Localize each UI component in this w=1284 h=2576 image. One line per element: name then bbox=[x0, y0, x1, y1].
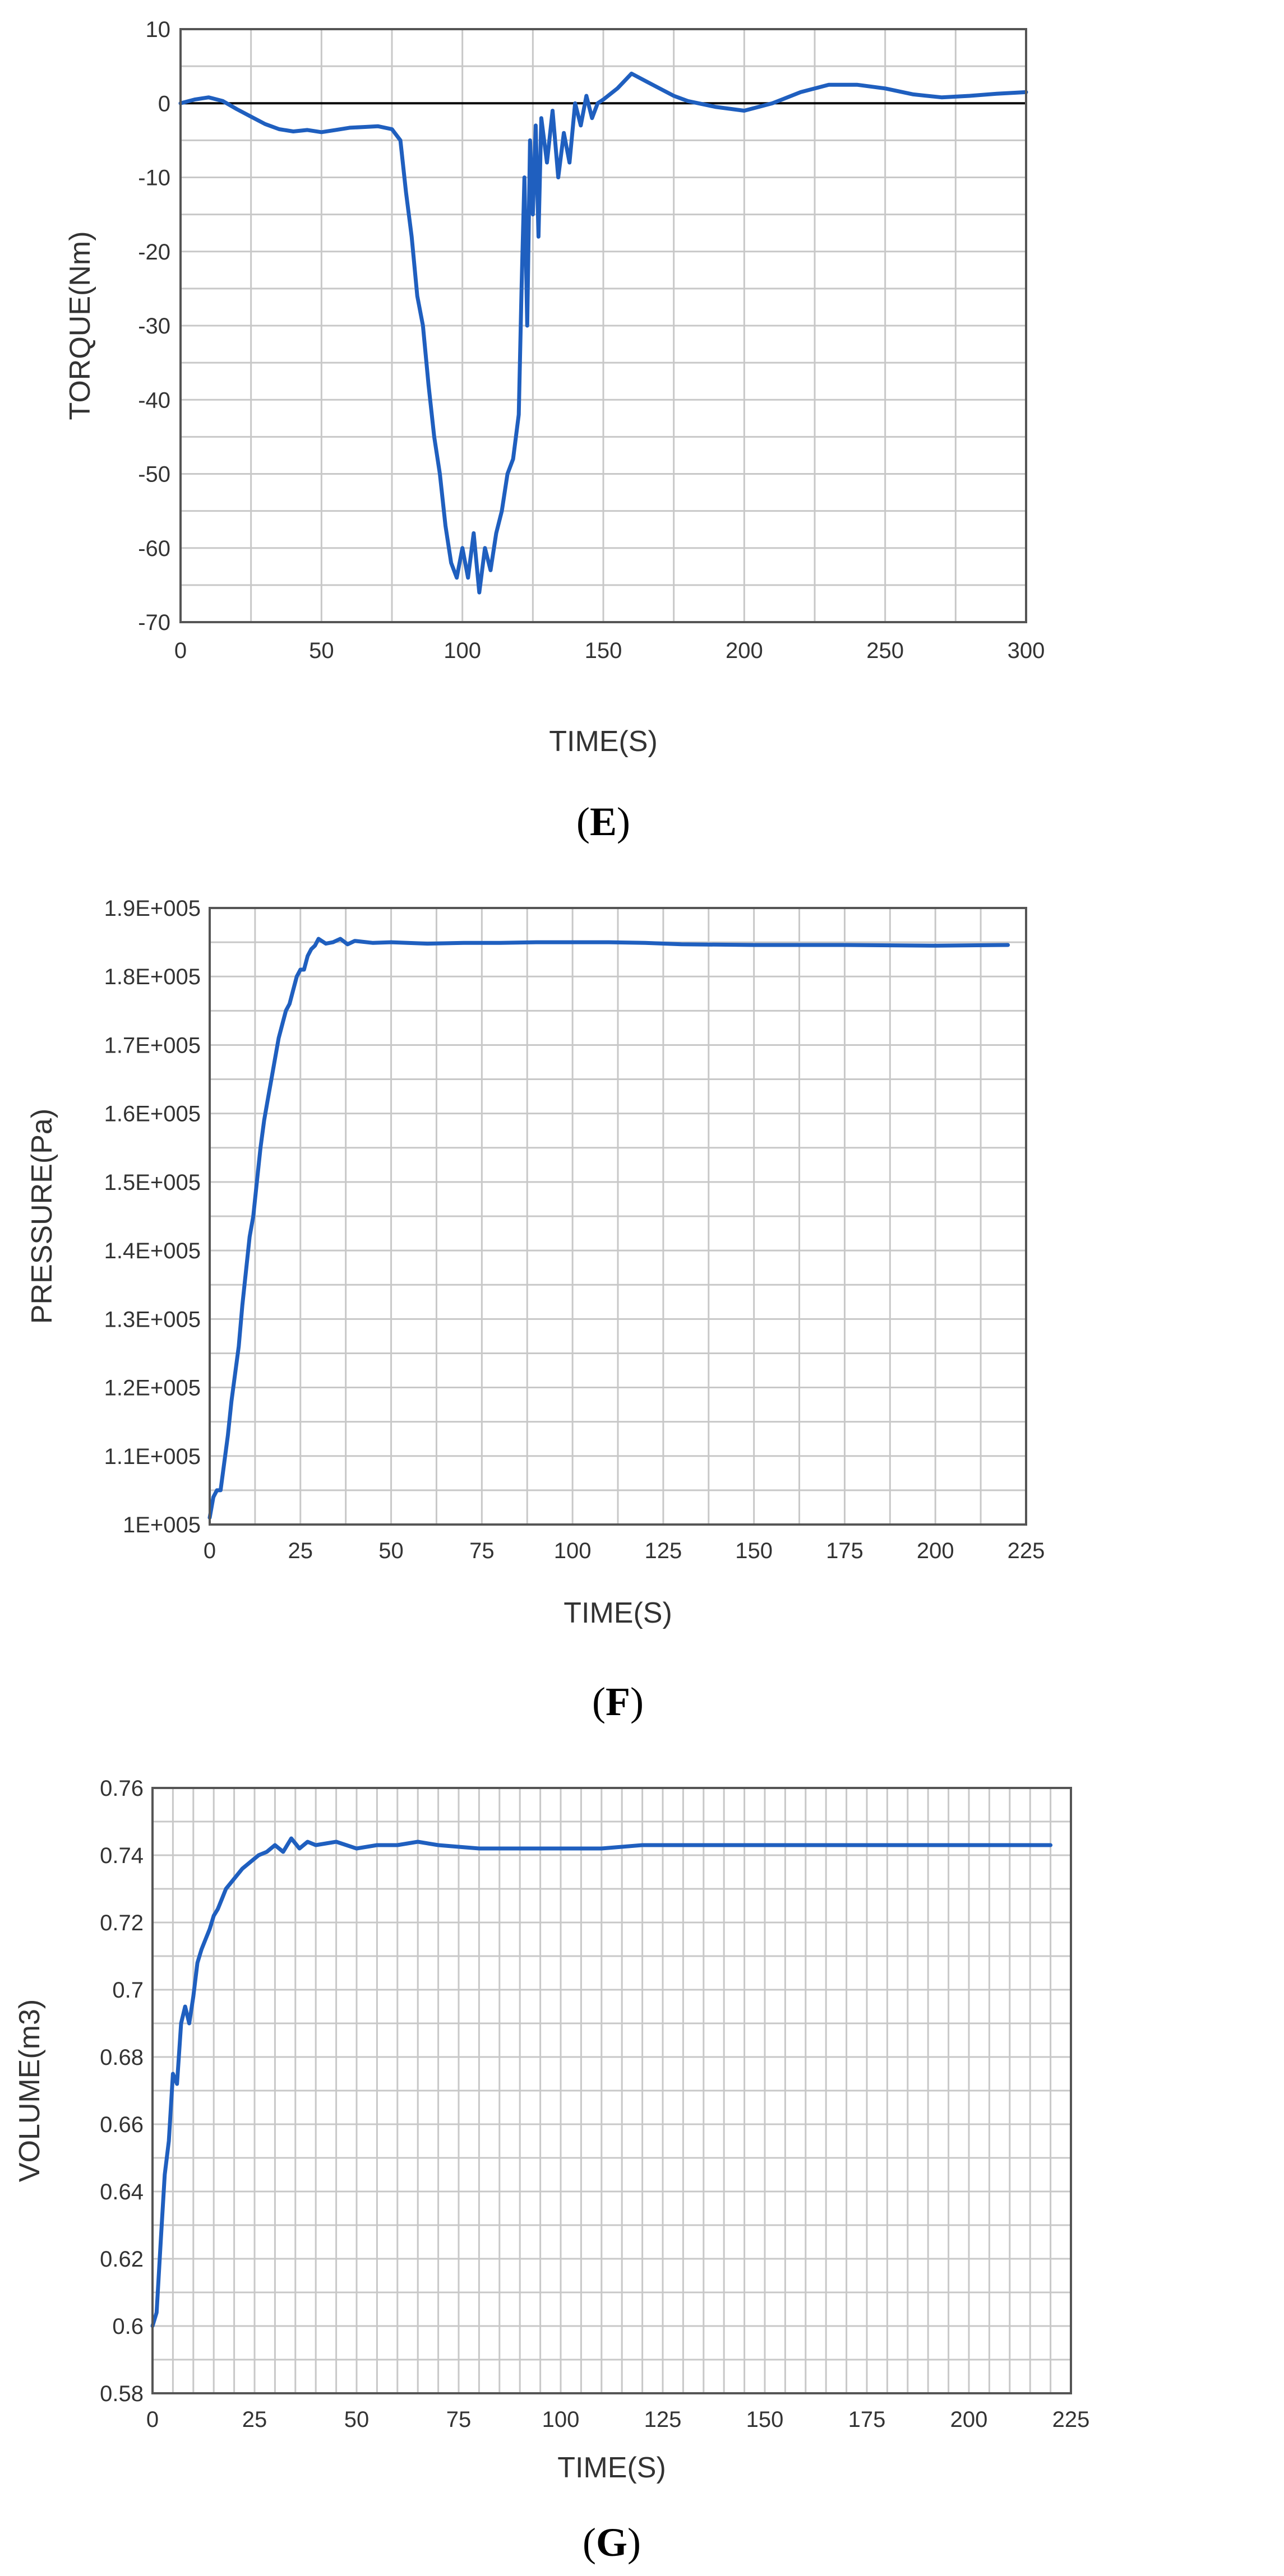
y-tick-label: 0.62 bbox=[100, 2247, 144, 2272]
y-tick-label: -20 bbox=[138, 240, 170, 265]
y-tick-label: 1.9E+005 bbox=[104, 896, 201, 921]
chart-g: 0 25 50 75 100 125 150 175 200 225 0.58 0.6 0.62 0.64… bbox=[13, 1776, 1089, 2565]
x-axis-title: TIME(S) bbox=[549, 725, 658, 758]
y-axis-title: VOLUME(m3) bbox=[13, 1999, 46, 2182]
series-line-1 bbox=[150, 1836, 1053, 2328]
y-axis-title: PRESSURE(Pa) bbox=[26, 1109, 58, 1324]
x-tick-label: 100 bbox=[444, 638, 481, 663]
x-tick-label: 150 bbox=[735, 1539, 773, 1563]
panel-label-open: ( bbox=[592, 1679, 606, 1724]
y-tick-label: 0.74 bbox=[100, 1843, 144, 1868]
chart-f: 0 25 50 75 100 125 150 175 200 225 1E+005 1.1E+005 1… bbox=[26, 896, 1045, 1724]
y-tick-label: 0.76 bbox=[100, 1776, 144, 1801]
panel-label: (G) bbox=[583, 2520, 641, 2565]
y-tick-label: 0 bbox=[158, 91, 170, 116]
y-axis-title: TORQUE(Nm) bbox=[64, 231, 96, 420]
x-tick-label: 200 bbox=[950, 2407, 988, 2432]
x-tick-label: 50 bbox=[378, 1539, 404, 1563]
x-tick-label: 225 bbox=[1008, 1539, 1045, 1563]
y-tick-label: 1.8E+005 bbox=[104, 965, 201, 989]
y-tick-label: -50 bbox=[138, 462, 170, 487]
y-tick-label: -70 bbox=[138, 610, 170, 635]
panel-label-letter: E bbox=[590, 799, 617, 844]
y-tick-label: 1.7E+005 bbox=[104, 1033, 201, 1058]
panel-label-close: ) bbox=[627, 2520, 641, 2565]
y-tick-label: 1.3E+005 bbox=[104, 1307, 201, 1332]
x-tick-label: 175 bbox=[826, 1539, 863, 1563]
x-tick-label: 50 bbox=[309, 638, 334, 663]
y-tick-label: 10 bbox=[146, 17, 171, 42]
x-tick-label: 200 bbox=[917, 1539, 954, 1563]
x-tick-label: 25 bbox=[288, 1539, 313, 1563]
x-tick-label: 0 bbox=[174, 638, 187, 663]
y-tick-label: 0.6 bbox=[112, 2314, 144, 2339]
panel-label-open: ( bbox=[583, 2520, 596, 2565]
y-tick-label: 1.1E+005 bbox=[104, 1444, 201, 1469]
plot-frame bbox=[151, 1787, 1072, 2394]
y-tick-label: -10 bbox=[138, 166, 170, 191]
grid bbox=[210, 908, 1026, 1525]
y-tick-label: -60 bbox=[138, 536, 170, 561]
x-tick-label: 150 bbox=[585, 638, 622, 663]
panel-label-close: ) bbox=[617, 799, 630, 844]
x-tick-label: 250 bbox=[866, 638, 904, 663]
series-line-1 bbox=[178, 71, 1028, 595]
y-tick-label: -30 bbox=[138, 314, 170, 339]
grid bbox=[153, 1788, 1071, 2393]
y-tick-label: 0.72 bbox=[100, 1911, 144, 1935]
y-tick-label: 1.6E+005 bbox=[104, 1102, 201, 1127]
panel-label: (E) bbox=[576, 799, 630, 844]
y-tick-label: 1.2E+005 bbox=[104, 1376, 201, 1401]
y-tick-label: 0.58 bbox=[100, 2382, 144, 2406]
x-tick-label: 150 bbox=[746, 2407, 784, 2432]
panel-label-open: ( bbox=[576, 799, 590, 844]
x-tick-label: 225 bbox=[1052, 2407, 1090, 2432]
y-tick-label: -40 bbox=[138, 388, 170, 413]
plot-frame bbox=[209, 907, 1027, 1526]
y-tick-label: 0.7 bbox=[112, 1978, 144, 2003]
plot-frame bbox=[179, 28, 1027, 623]
x-tick-label: 75 bbox=[446, 2407, 472, 2432]
panel-label-letter: F bbox=[606, 1679, 630, 1724]
y-tick-label: 0.66 bbox=[100, 2112, 144, 2137]
panel-label: (F) bbox=[592, 1679, 644, 1724]
x-tick-label: 25 bbox=[242, 2407, 267, 2432]
x-tick-label: 200 bbox=[726, 638, 763, 663]
x-tick-label: 50 bbox=[344, 2407, 370, 2432]
x-tick-label: 100 bbox=[542, 2407, 580, 2432]
x-tick-label: 75 bbox=[469, 1539, 495, 1563]
x-tick-label: 125 bbox=[645, 1539, 682, 1563]
y-tick-label: 0.68 bbox=[100, 2045, 144, 2070]
panel-label-letter: G bbox=[596, 2520, 627, 2565]
x-axis-title: TIME(S) bbox=[557, 2452, 666, 2484]
x-tick-label: 300 bbox=[1008, 638, 1045, 663]
y-tick-label: 1.5E+005 bbox=[104, 1170, 201, 1195]
y-tick-label: 1.4E+005 bbox=[104, 1239, 201, 1263]
x-axis-title: TIME(S) bbox=[564, 1597, 672, 1629]
x-tick-label: 0 bbox=[146, 2407, 159, 2432]
x-tick-label: 125 bbox=[644, 2407, 682, 2432]
y-tick-label: 1E+005 bbox=[123, 1513, 201, 1537]
x-tick-label: 175 bbox=[848, 2407, 886, 2432]
x-tick-label: 100 bbox=[554, 1539, 592, 1563]
y-tick-label: 0.64 bbox=[100, 2180, 144, 2204]
chart-e: 0 50 100 150 200 250 300 -70 -60 -50 -40 -30 -20 -10 0… bbox=[64, 17, 1045, 844]
panel-label-close: ) bbox=[630, 1679, 644, 1724]
series-line-1 bbox=[207, 937, 1010, 1520]
x-tick-label: 0 bbox=[204, 1539, 216, 1563]
